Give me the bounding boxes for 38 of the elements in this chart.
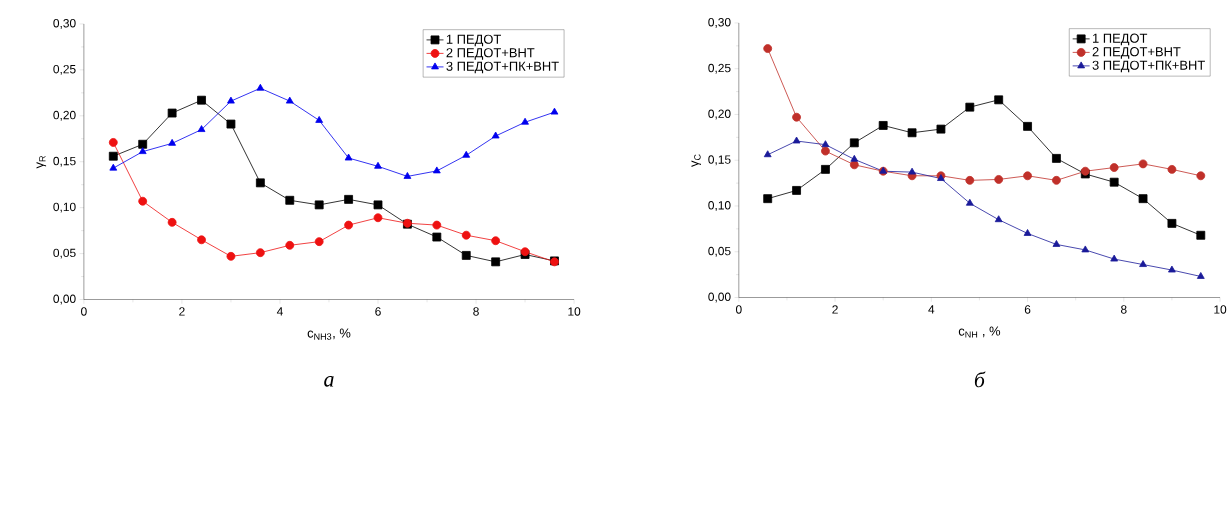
x-tick-label: 2: [832, 305, 838, 314]
text: б: [974, 371, 986, 388]
y-tick-label: 0,05: [53, 248, 76, 259]
x-tick-label: 0: [81, 307, 87, 316]
y-tick-label: 0,05: [708, 246, 731, 257]
x-axis-title: c$_{NH3}$, %: [307, 328, 351, 340]
legend-label: 3 ПЕДОТ+ПК+ВНТ: [1092, 60, 1205, 73]
x-tick-label: 6: [375, 307, 381, 316]
y-tick-label: 0,15: [708, 155, 731, 166]
legend-label: 3 ПЕДОТ+ПК+ВНТ: [446, 61, 559, 74]
x-axis-title: c$_{NH}$ , %: [958, 326, 1001, 338]
y-tick-label: 0,20: [53, 110, 76, 121]
legend-label: 1 ПЕДОТ: [446, 34, 501, 47]
y-tick-label: 0,00: [708, 292, 731, 303]
x-tick-label: 0: [735, 305, 742, 314]
y-axis-title: γ$_{R}$: [36, 155, 47, 169]
text: а: [324, 376, 334, 387]
y-tick-label: 0,25: [53, 64, 76, 75]
x-tick-label: 4: [276, 307, 283, 316]
x-tick-label: 10: [568, 307, 581, 316]
legend-label: 1 ПЕДОТ: [1093, 33, 1148, 46]
y-tick-label: 0,30: [708, 17, 731, 28]
y-tick-label: 0,25: [708, 63, 731, 74]
y-tick-label: 0,10: [53, 202, 76, 213]
y-tick-label: 0,00: [53, 294, 76, 305]
x-tick-label: 10: [1214, 305, 1227, 314]
y-tick-label: 0,20: [708, 109, 731, 120]
x-tick-label: 4: [928, 305, 935, 314]
x-tick-label: 8: [1120, 305, 1127, 314]
y-tick-label: 0,30: [53, 18, 76, 29]
y-tick-label: 0,15: [53, 156, 76, 167]
legend-label: 2 ПЕДОТ+ВНТ: [446, 48, 535, 60]
y-axis-title: γ$_{C}$: [691, 154, 702, 167]
x-tick-label: 8: [473, 307, 479, 316]
legend-label: 2 ПЕДОТ+ВНТ: [1092, 47, 1181, 59]
x-tick-label: 6: [1024, 305, 1031, 314]
y-tick-label: 0,10: [708, 200, 731, 211]
x-tick-label: 2: [179, 307, 185, 316]
